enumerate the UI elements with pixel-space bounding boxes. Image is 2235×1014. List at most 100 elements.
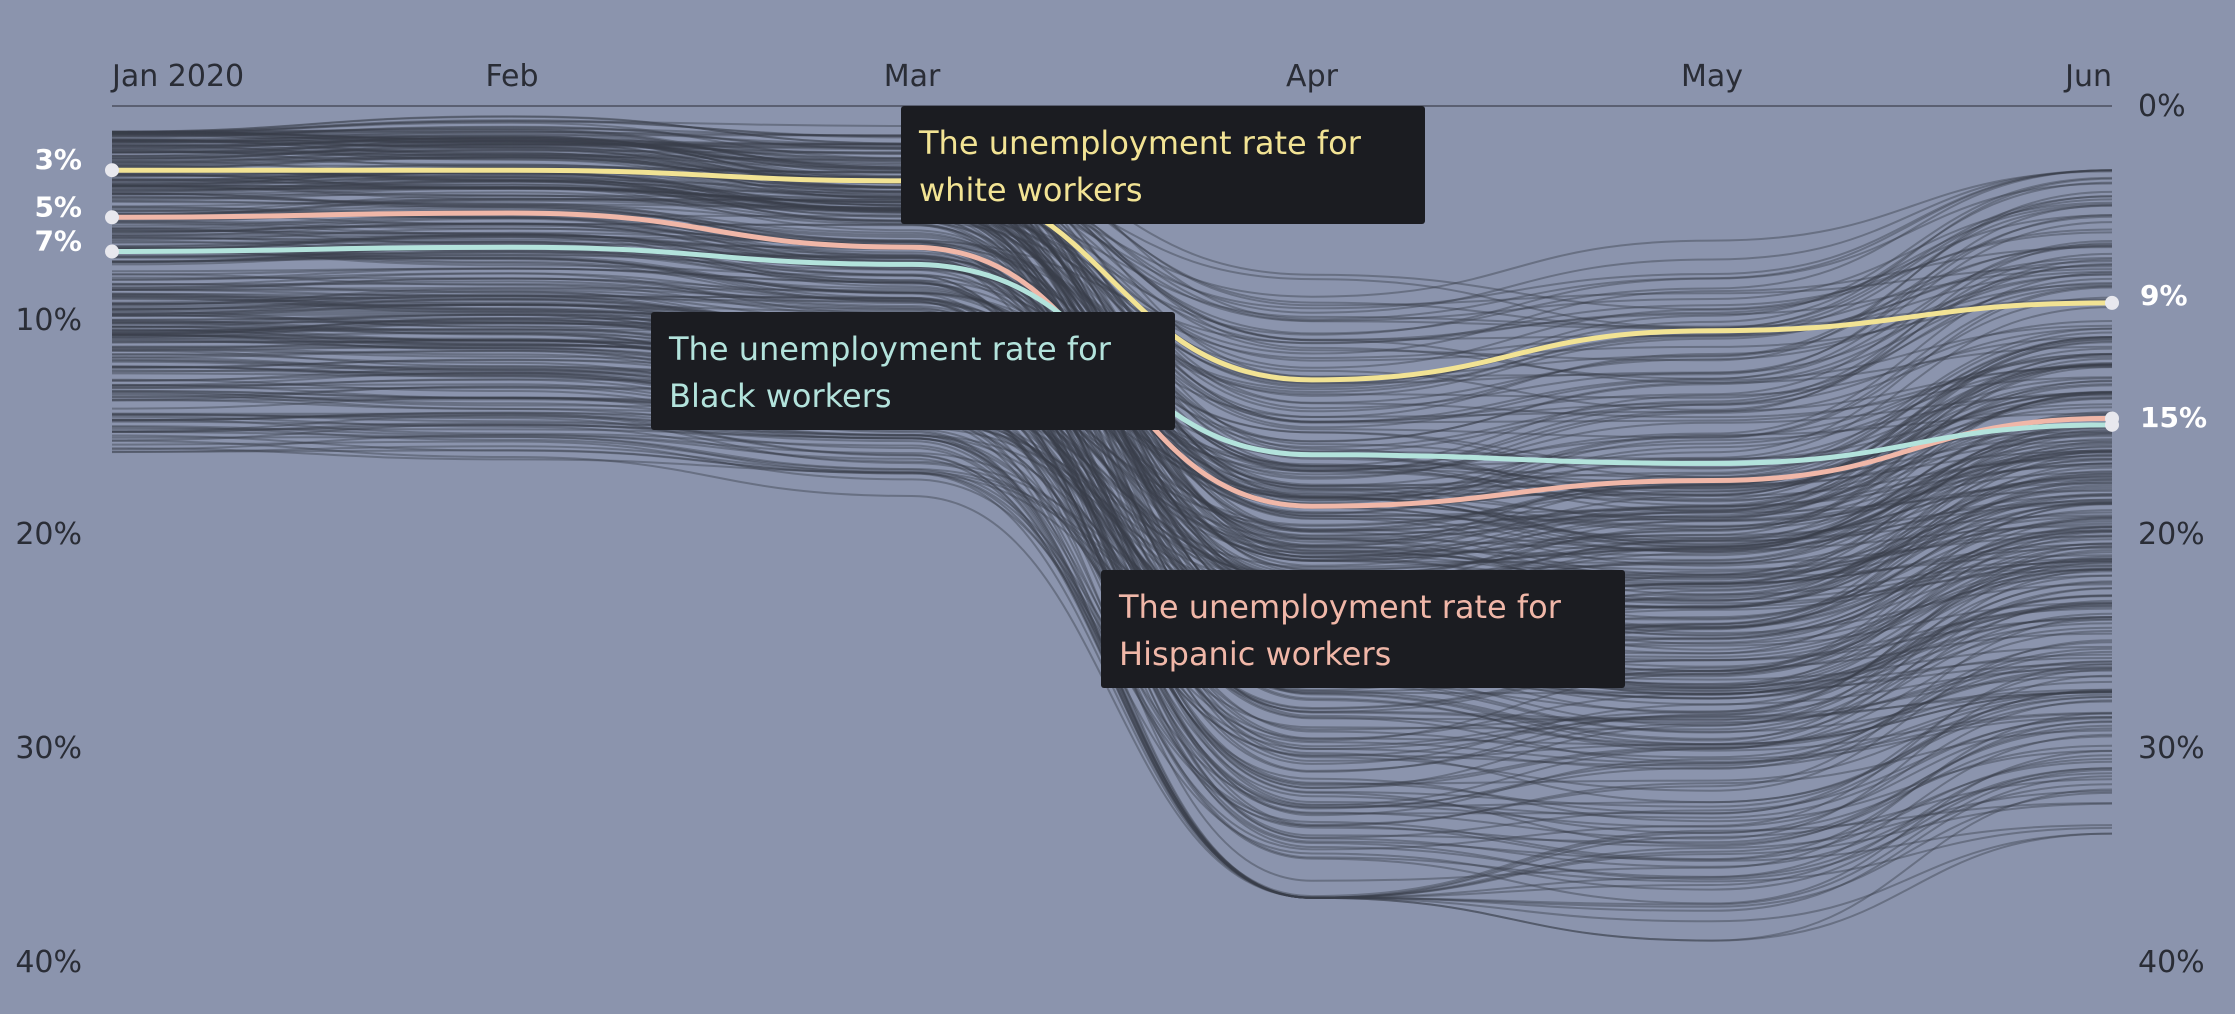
x-axis-ticks: Jan 2020 Feb Mar Apr May Jun	[110, 59, 2112, 94]
background-series-line	[111, 320, 2113, 643]
background-series-line	[111, 349, 2113, 721]
callout-white-line1: The unemployment rate for	[919, 124, 1361, 162]
background-series-line	[111, 140, 2113, 423]
y-tick-label-left: 10%	[15, 303, 82, 338]
callout-hispanic-workers: The unemployment rate for Hispanic worke…	[1101, 570, 1625, 688]
background-series-line	[111, 143, 2113, 380]
x-tick-label: Jan 2020	[110, 59, 244, 94]
background-series-line	[111, 440, 2113, 899]
y-tick-label-right: 20%	[2138, 517, 2205, 552]
background-series-line	[111, 313, 2113, 602]
background-series-line	[111, 267, 2113, 747]
background-series-line	[111, 365, 2113, 670]
background-series-line	[111, 320, 2113, 578]
background-series-line	[111, 138, 2113, 298]
background-series-line	[111, 170, 2113, 678]
background-series-line	[111, 242, 2113, 751]
callout-white-line2: white workers	[919, 171, 1143, 209]
background-series-line	[111, 358, 2113, 654]
background-series-line	[111, 413, 2113, 676]
background-series-line	[111, 313, 2113, 678]
background-series-line	[111, 390, 2113, 616]
background-series-line	[111, 389, 2113, 906]
background-series-line	[111, 256, 2113, 772]
background-series-line	[111, 333, 2113, 696]
end-label-white: 9%	[2140, 279, 2188, 312]
background-series-line	[111, 292, 2113, 655]
background-series-line	[111, 292, 2113, 724]
x-tick-label: Feb	[485, 59, 538, 94]
background-series-line	[111, 334, 2113, 727]
background-series-line	[111, 139, 2113, 423]
background-series-line	[111, 348, 2113, 596]
callout-black-line1: The unemployment rate for	[669, 330, 1111, 368]
background-series-line	[111, 353, 2113, 700]
background-series-line	[111, 174, 2113, 411]
background-series-line	[111, 280, 2113, 722]
end-label-black: 15%	[2140, 401, 2207, 434]
background-series-line	[111, 325, 2113, 591]
background-series-line	[111, 256, 2113, 686]
background-series-line	[111, 420, 2113, 899]
start-label-hispanic: 5%	[34, 190, 82, 223]
background-series-line	[111, 415, 2113, 641]
background-series-line	[111, 247, 2113, 565]
background-series-line	[111, 383, 2113, 700]
background-series-line	[111, 423, 2113, 942]
background-series-line	[111, 250, 2113, 559]
background-series-line	[111, 249, 2113, 609]
background-series-line	[111, 176, 2113, 746]
background-series-line	[111, 340, 2113, 640]
end-dot-hispanic	[2105, 411, 2119, 426]
background-series-line	[111, 325, 2113, 710]
background-series-line	[111, 133, 2113, 345]
background-series-line	[111, 331, 2113, 695]
background-series-line	[111, 213, 2113, 752]
background-series-line	[111, 147, 2113, 314]
background-series-line	[111, 319, 2113, 583]
background-series-line	[111, 149, 2113, 341]
y-axis-ticks: 10% 20% 30% 40% 0% 20% 30% 40%	[15, 89, 2204, 980]
background-series-line	[111, 166, 2113, 609]
background-series-line	[111, 277, 2113, 610]
background-series-line	[111, 298, 2113, 693]
background-series-line	[111, 145, 2113, 330]
background-series-line	[112, 187, 2113, 690]
end-dot-white	[2105, 295, 2119, 310]
background-series-line	[111, 414, 2113, 899]
background-series-line	[111, 303, 2113, 533]
background-series-line	[111, 372, 2113, 628]
background-series-line	[111, 369, 2113, 713]
background-series-line	[111, 199, 2113, 629]
callout-black-line2: Black workers	[669, 377, 892, 415]
background-series-line	[111, 337, 2113, 693]
background-series-line	[111, 273, 2113, 668]
background-series-line	[111, 129, 2113, 335]
background-series-line	[111, 287, 2113, 673]
callout-hispanic-line1: The unemployment rate for	[1119, 588, 1561, 626]
background-series-line	[111, 359, 2113, 686]
background-series-line	[111, 339, 2113, 692]
background-series-line	[111, 298, 2113, 700]
background-series-line	[111, 347, 2113, 588]
background-series-line	[111, 185, 2113, 627]
background-series-line	[111, 177, 2113, 672]
background-series-line	[111, 126, 2113, 330]
background-series-line	[111, 214, 2113, 681]
background-series-line	[111, 338, 2113, 612]
background-series-line	[111, 358, 2113, 610]
background-series-line	[111, 240, 2113, 586]
background-series-line	[111, 130, 2113, 322]
background-series-line	[111, 173, 2113, 695]
background-series-line	[111, 248, 2113, 742]
background-series-line	[111, 267, 2113, 759]
background-series-line	[111, 317, 2113, 558]
background-series-line	[111, 140, 2113, 362]
background-series-line	[111, 294, 2113, 714]
background-series-line	[111, 321, 2113, 608]
callout-black-workers: The unemployment rate for Black workers	[651, 312, 1175, 430]
background-series-line	[111, 115, 2113, 307]
background-series-line	[111, 227, 2113, 749]
background-series-line	[111, 182, 2113, 336]
y-tick-label-right: 40%	[2138, 945, 2205, 980]
